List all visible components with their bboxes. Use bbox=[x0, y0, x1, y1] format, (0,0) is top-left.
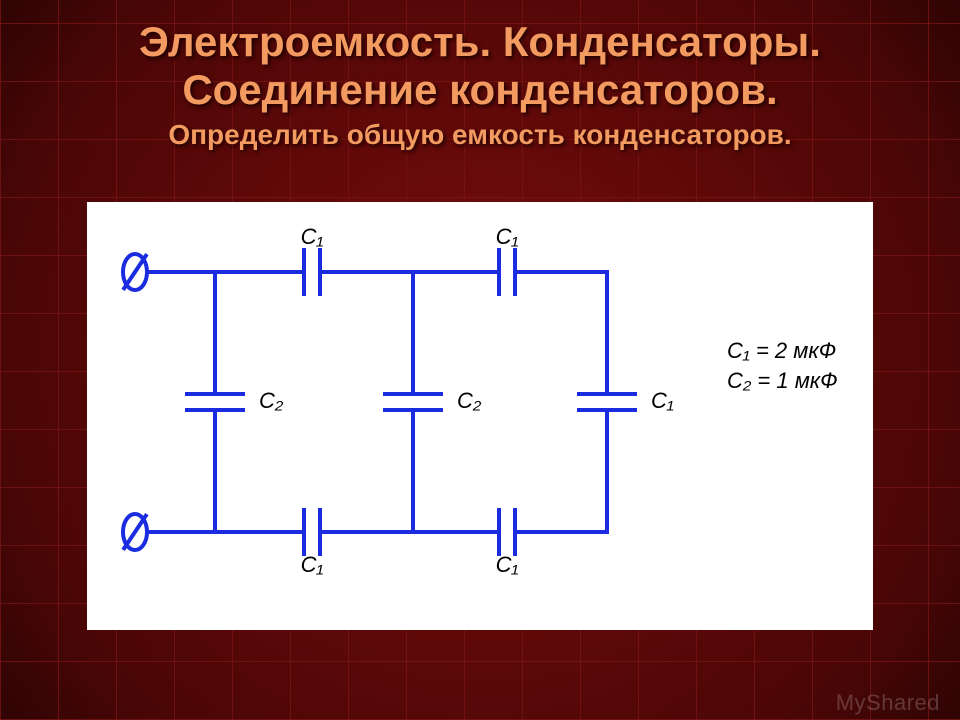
svg-text:C₁: C₁ bbox=[496, 552, 519, 577]
svg-text:C₁ = 2 мкФ: C₁ = 2 мкФ bbox=[727, 338, 836, 363]
svg-text:C₁: C₁ bbox=[301, 224, 324, 249]
svg-text:C₂: C₂ bbox=[259, 388, 284, 413]
svg-text:C₂ = 1 мкФ: C₂ = 1 мкФ bbox=[727, 368, 838, 393]
title-line-1: Электроемкость. Конденсаторы. bbox=[0, 18, 960, 66]
svg-text:C₂: C₂ bbox=[457, 388, 482, 413]
title-line-3: Определить общую емкость конденсаторов. bbox=[0, 117, 960, 152]
svg-text:C₁: C₁ bbox=[496, 224, 519, 249]
title-line-2: Соединение конденсаторов. bbox=[0, 66, 960, 114]
svg-text:C₁: C₁ bbox=[301, 552, 324, 577]
slide-title: Электроемкость. Конденсаторы. Соединение… bbox=[0, 18, 960, 152]
svg-text:C₁: C₁ bbox=[651, 388, 674, 413]
circuit-diagram: C₁ C₁ C₁ C₁ C₂ C₂ C₁ C₁ = 2 мкФ C₂ = 1 мкФ bbox=[87, 202, 873, 630]
watermark: MyShared bbox=[836, 690, 940, 716]
slide: Электроемкость. Конденсаторы. Соединение… bbox=[0, 0, 960, 720]
circuit-panel: C₁ C₁ C₁ C₁ C₂ C₂ C₁ C₁ = 2 мкФ C₂ = 1 мкФ bbox=[87, 202, 873, 630]
